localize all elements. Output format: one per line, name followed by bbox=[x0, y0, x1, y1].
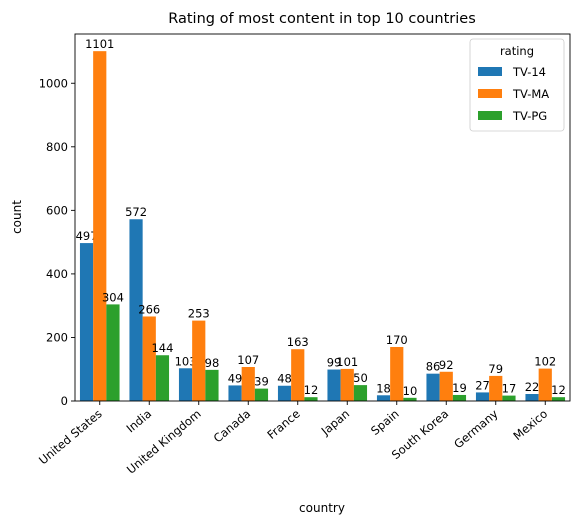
legend-entry-label: TV-MA bbox=[512, 87, 549, 101]
bar-value-label: 39 bbox=[254, 375, 269, 389]
bar bbox=[178, 368, 193, 401]
bar bbox=[439, 371, 453, 401]
bar-value-label: 170 bbox=[386, 333, 408, 347]
bar bbox=[327, 369, 341, 401]
legend-title: rating bbox=[500, 44, 534, 58]
bar-value-label: 22 bbox=[525, 380, 540, 394]
bar-value-label: 18 bbox=[376, 381, 391, 395]
legend-box bbox=[469, 38, 565, 132]
chart-title: Rating of most content in top 10 countri… bbox=[168, 11, 476, 27]
bar bbox=[106, 304, 120, 401]
bar bbox=[291, 349, 305, 401]
x-tick-label: France bbox=[264, 407, 302, 442]
bar-value-label: 497 bbox=[76, 229, 98, 243]
x-tick-label: India bbox=[124, 407, 155, 436]
bar-value-label: 101 bbox=[336, 355, 358, 369]
plot-frame bbox=[74, 33, 571, 402]
bar bbox=[390, 346, 404, 401]
bar bbox=[254, 388, 269, 401]
bar-value-label: 50 bbox=[353, 371, 368, 385]
bar-value-label: 49 bbox=[228, 371, 243, 385]
bar bbox=[142, 316, 156, 401]
bar bbox=[403, 397, 417, 401]
bar-value-label: 103 bbox=[175, 354, 197, 368]
bar-value-label: 253 bbox=[188, 307, 210, 321]
bar-value-label: 266 bbox=[138, 302, 160, 316]
x-tick-label: Japan bbox=[318, 407, 352, 439]
x-tick-label: Spain bbox=[368, 407, 402, 438]
bar bbox=[502, 395, 516, 401]
bar bbox=[340, 368, 354, 401]
bar-value-label: 144 bbox=[151, 341, 173, 355]
bar bbox=[489, 375, 503, 401]
bar bbox=[241, 367, 255, 401]
y-tick-label: 0 bbox=[61, 394, 68, 408]
bar bbox=[228, 385, 242, 401]
bar bbox=[155, 355, 170, 401]
bar-value-label: 572 bbox=[125, 205, 147, 219]
bar bbox=[376, 395, 391, 401]
legend-swatch bbox=[478, 67, 502, 76]
bar bbox=[452, 394, 467, 401]
bar bbox=[475, 392, 490, 401]
bar-value-label: 163 bbox=[287, 335, 309, 349]
bar-value-label: 102 bbox=[534, 355, 556, 369]
bar bbox=[551, 397, 566, 401]
y-tick-label: 200 bbox=[46, 330, 68, 344]
bar bbox=[129, 219, 143, 401]
legend: rating TV-14 TV-MA TV-PG bbox=[469, 38, 565, 132]
bar-value-label: 99 bbox=[327, 356, 342, 370]
bar bbox=[93, 51, 107, 401]
y-tick-label: 1000 bbox=[39, 76, 68, 90]
y-tick-label: 400 bbox=[46, 267, 68, 281]
bar-value-label: 12 bbox=[304, 383, 319, 397]
bar-value-label: 107 bbox=[237, 353, 259, 367]
bar bbox=[192, 320, 206, 401]
bar-value-label: 1101 bbox=[85, 37, 114, 51]
x-tick-label: United States bbox=[36, 407, 105, 468]
bar-value-label: 17 bbox=[502, 382, 517, 396]
x-tick-label: Germany bbox=[451, 406, 501, 451]
bar-value-label: 27 bbox=[475, 378, 490, 392]
legend-entry-label: TV-14 bbox=[512, 65, 546, 79]
bar bbox=[538, 368, 552, 401]
legend-swatch bbox=[478, 89, 502, 98]
bar bbox=[353, 385, 368, 401]
legend-swatch bbox=[478, 111, 502, 120]
bar-value-label: 86 bbox=[426, 360, 441, 374]
bar-value-label: 10 bbox=[403, 384, 418, 398]
bar bbox=[525, 394, 539, 401]
x-tick-label: Mexico bbox=[510, 407, 550, 444]
bar-value-label: 12 bbox=[551, 383, 566, 397]
bar-value-label: 92 bbox=[439, 358, 454, 372]
y-tick-label: 600 bbox=[46, 203, 68, 217]
bar-value-label: 48 bbox=[277, 372, 292, 386]
legend-entry-label: TV-PG bbox=[512, 109, 547, 123]
bar bbox=[79, 243, 94, 401]
x-tick-label: Canada bbox=[211, 407, 254, 446]
bar-value-label: 79 bbox=[488, 362, 503, 376]
y-axis-label: count bbox=[10, 200, 24, 234]
bar-value-label: 304 bbox=[102, 290, 124, 304]
bar-value-label: 19 bbox=[452, 381, 467, 395]
bar-value-label: 98 bbox=[205, 356, 220, 370]
bar bbox=[304, 397, 318, 401]
x-axis-label: country bbox=[299, 501, 345, 515]
bar bbox=[277, 385, 292, 401]
bar bbox=[426, 373, 440, 401]
y-tick-label: 800 bbox=[46, 140, 68, 154]
bar bbox=[205, 369, 219, 401]
